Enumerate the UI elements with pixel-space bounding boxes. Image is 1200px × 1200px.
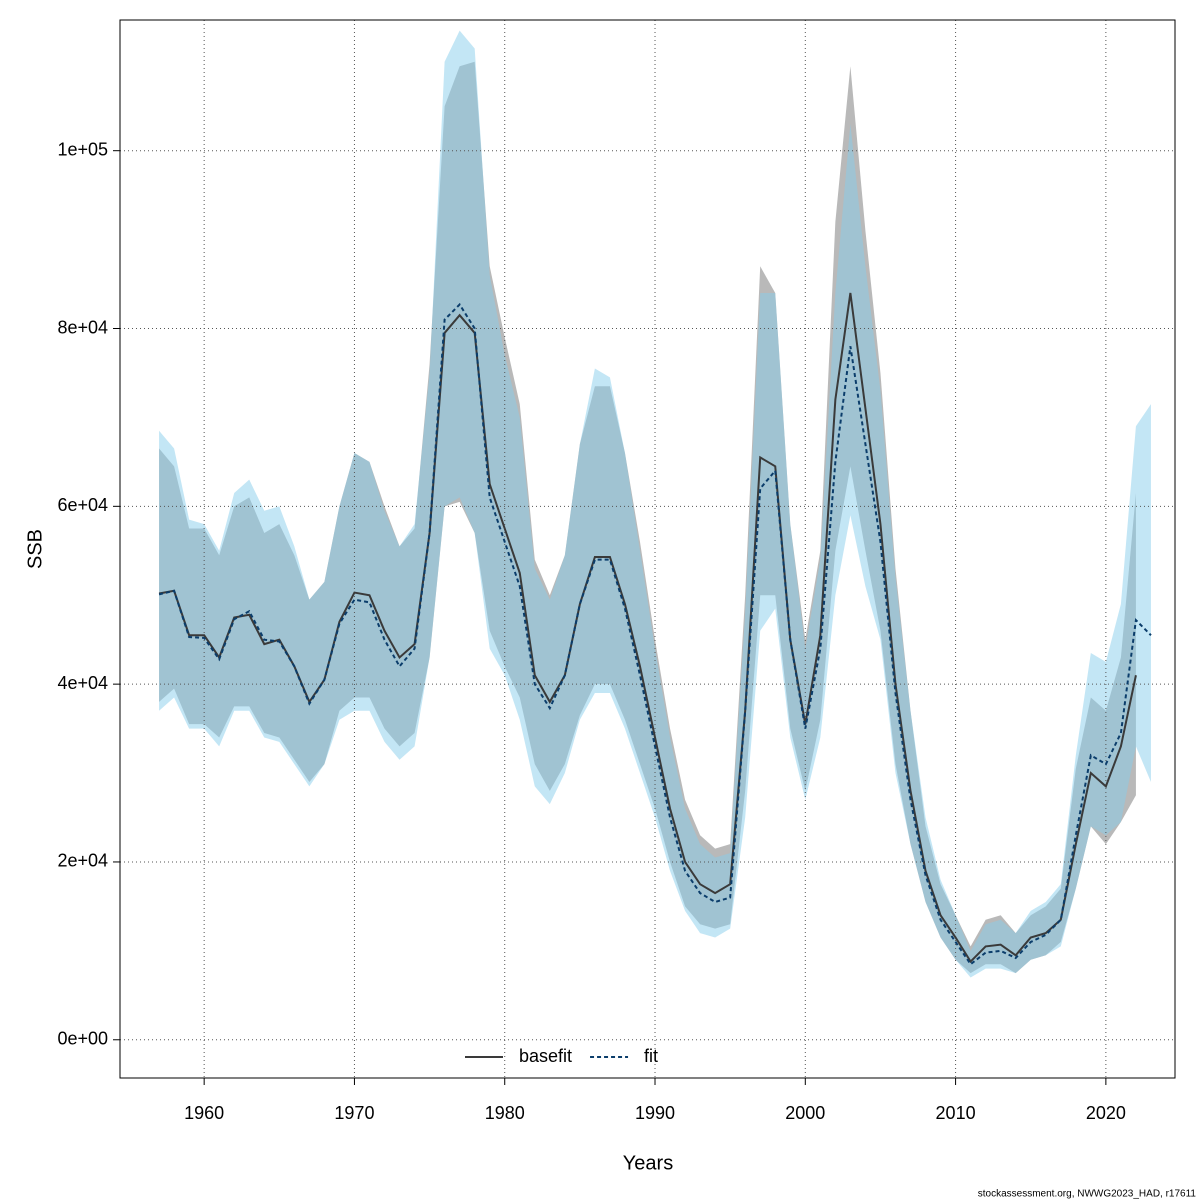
y-axis-label: SSB: [24, 529, 46, 569]
legend-label: basefit: [519, 1046, 572, 1066]
x-tick-label: 1970: [334, 1103, 374, 1123]
y-tick-label: 1e+05: [57, 139, 108, 159]
y-tick-label: 8e+04: [57, 317, 108, 337]
series-line: [158, 302, 1152, 966]
x-tick-label: 1960: [184, 1103, 224, 1123]
x-tick-label: 2020: [1086, 1103, 1126, 1123]
lines: [158, 292, 1152, 966]
x-axis-label: Years: [623, 1152, 673, 1174]
y-tick-label: 0e+00: [57, 1029, 108, 1049]
x-tick-label: 2000: [785, 1103, 825, 1123]
x-tick-label: 1980: [485, 1103, 525, 1123]
footnote: stockassessment.org, NWWG2023_HAD, r1761…: [978, 1189, 1197, 1200]
y-tick-label: 2e+04: [57, 851, 108, 871]
grid: [120, 20, 1175, 1078]
series-line: [158, 292, 1137, 964]
x-tick-label: 2010: [936, 1103, 976, 1123]
legend-label: fit: [644, 1046, 658, 1066]
x-tick-label: 1990: [635, 1103, 675, 1123]
y-tick-label: 4e+04: [57, 673, 108, 693]
plot-frame: [119, 19, 1176, 1079]
confidence-band: [159, 61, 1136, 974]
y-tick-label: 6e+04: [57, 495, 108, 515]
